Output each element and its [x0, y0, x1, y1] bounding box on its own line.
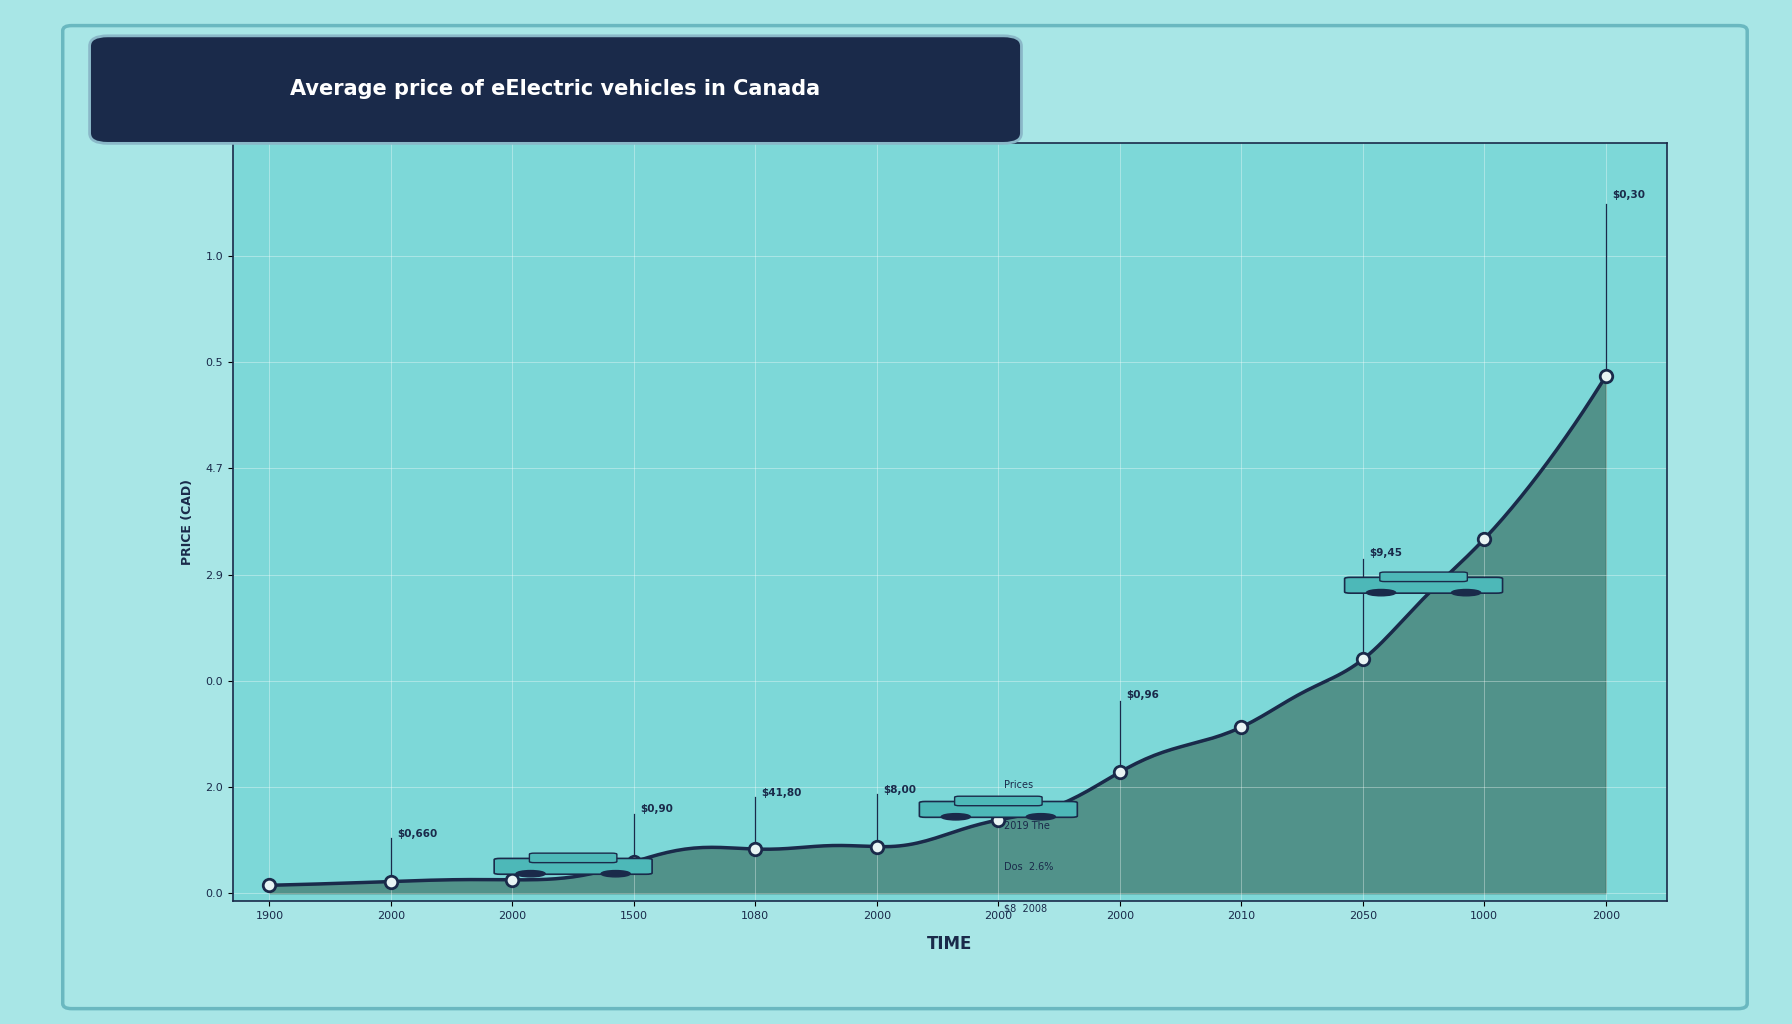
X-axis label: TIME: TIME: [926, 935, 973, 952]
Text: $0,660: $0,660: [398, 828, 437, 839]
Text: Dos  2.6%: Dos 2.6%: [1004, 862, 1054, 872]
Text: Average price of eElectric vehicles in Canada: Average price of eElectric vehicles in C…: [290, 79, 821, 99]
Circle shape: [516, 870, 545, 877]
Circle shape: [1452, 590, 1480, 596]
Text: $41,80: $41,80: [762, 787, 801, 798]
Text: Prices: Prices: [1004, 780, 1032, 791]
Circle shape: [1367, 590, 1396, 596]
Text: $9,45: $9,45: [1369, 548, 1401, 558]
FancyBboxPatch shape: [955, 797, 1043, 806]
FancyBboxPatch shape: [529, 853, 616, 862]
Text: 2019 The: 2019 The: [1004, 821, 1050, 831]
FancyBboxPatch shape: [1380, 572, 1468, 582]
Text: $0,30: $0,30: [1611, 189, 1645, 200]
FancyBboxPatch shape: [495, 858, 652, 874]
Text: $8,00: $8,00: [883, 784, 916, 795]
Circle shape: [1027, 814, 1055, 820]
FancyBboxPatch shape: [919, 802, 1077, 817]
Text: $0,96: $0,96: [1125, 690, 1159, 700]
Y-axis label: PRICE (CAD): PRICE (CAD): [181, 479, 194, 565]
Text: $8  2008: $8 2008: [1004, 903, 1047, 913]
Circle shape: [600, 870, 631, 877]
Text: $0,90: $0,90: [640, 804, 672, 814]
Circle shape: [941, 814, 971, 820]
FancyBboxPatch shape: [1344, 578, 1502, 593]
